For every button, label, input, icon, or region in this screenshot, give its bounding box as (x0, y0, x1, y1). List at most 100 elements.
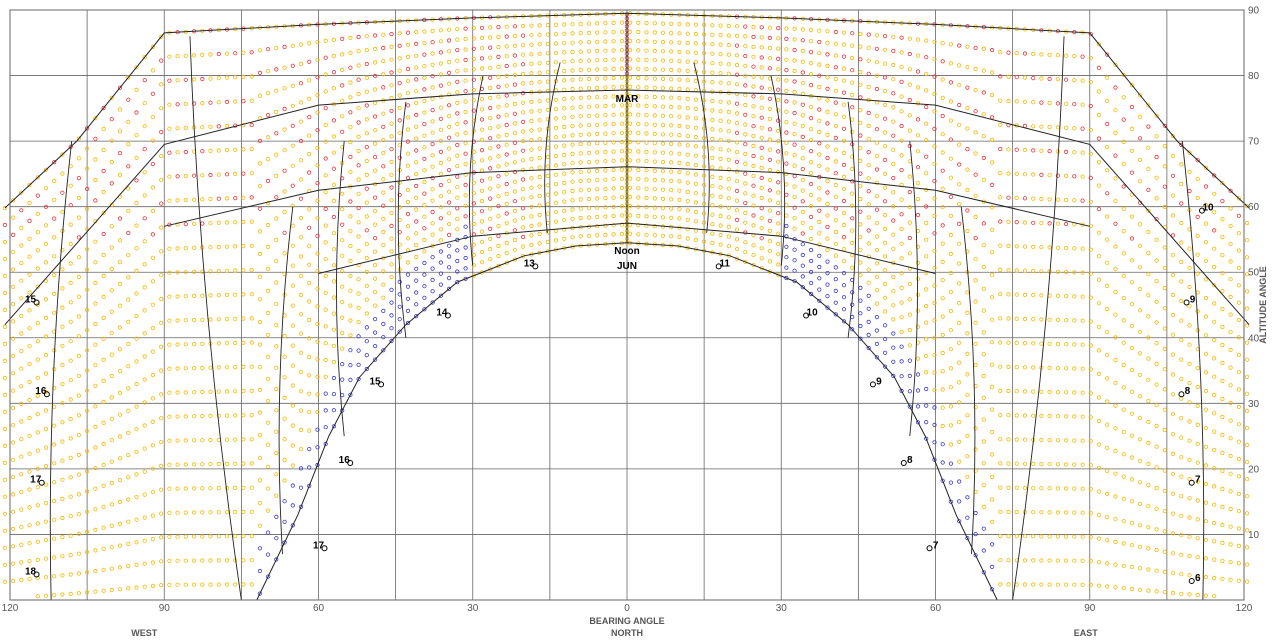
sun-dot (85, 247, 90, 252)
sun-dot (249, 388, 254, 393)
sun-dot (989, 295, 995, 300)
sun-dot (891, 359, 896, 364)
sun-dot (685, 96, 690, 102)
sun-dot (167, 294, 172, 299)
sun-dot (1179, 220, 1184, 226)
sun-dot (290, 103, 295, 108)
sun-dot (479, 46, 485, 51)
sun-dot (150, 490, 155, 495)
sun-dot (808, 214, 814, 220)
sun-dot (1055, 269, 1061, 274)
sun-dot (1113, 85, 1118, 90)
sun-dot (570, 59, 575, 64)
sun-dot (1047, 582, 1052, 587)
sun-dot (471, 67, 476, 72)
sun-dot (101, 441, 106, 446)
sun-dot (1220, 270, 1225, 276)
hour-curve (397, 101, 407, 338)
sun-dot (2, 375, 8, 380)
sun-dot (27, 451, 32, 456)
sun-dot (101, 357, 106, 362)
sun-dot (1138, 566, 1143, 571)
sun-dot (1006, 340, 1011, 345)
sun-dot (1014, 340, 1019, 345)
sun-dot (463, 193, 468, 198)
sun-dot (134, 427, 139, 432)
sun-dot (446, 124, 452, 130)
sun-dot (405, 260, 411, 265)
sun-dot (562, 162, 567, 167)
sun-dot (965, 392, 970, 397)
sun-dot (710, 61, 715, 66)
sun-dot (298, 235, 304, 240)
sun-dot (989, 70, 995, 75)
sun-dot (1039, 52, 1044, 57)
sun-dot (298, 138, 304, 144)
sun-dot (27, 469, 32, 474)
sun-dot (298, 254, 304, 259)
sun-dot (1039, 172, 1044, 177)
sun-dot (93, 445, 98, 450)
sun-dot (1121, 541, 1126, 546)
sun-dot (553, 219, 559, 224)
sun-dot (422, 307, 427, 312)
sun-dot (743, 181, 748, 186)
sun-dot (216, 365, 221, 370)
sun-dot (455, 279, 460, 285)
sun-dot (298, 196, 304, 201)
sun-dot (1154, 568, 1159, 573)
sun-dot (858, 209, 863, 214)
sun-dot (619, 121, 625, 126)
sun-dot (701, 60, 707, 65)
sun-dot (595, 122, 600, 127)
sun-dot (907, 343, 912, 348)
sun-dot (340, 284, 345, 289)
sun-dot (1138, 286, 1143, 291)
sun-dot (520, 139, 526, 144)
sun-dot (504, 73, 509, 79)
sun-dot (924, 419, 929, 425)
sun-dot (759, 115, 764, 120)
sun-dot (397, 68, 402, 73)
sun-dot (265, 464, 271, 469)
sun-dot (701, 145, 707, 150)
sun-dot (496, 44, 501, 50)
sun-dot (315, 110, 320, 115)
sun-dot (817, 276, 822, 281)
sun-dot (537, 184, 542, 189)
sun-dot (989, 519, 995, 525)
sun-dot (282, 478, 287, 483)
sun-dot (1113, 130, 1118, 135)
sun-dot (866, 123, 871, 129)
sun-dot (183, 534, 188, 539)
sun-dot (586, 86, 592, 91)
sun-dot (364, 34, 369, 39)
sun-dot (1154, 527, 1159, 532)
sun-dot (586, 113, 592, 119)
sun-dot (825, 190, 830, 195)
sun-dot (224, 292, 230, 297)
sun-dot (874, 86, 880, 92)
sun-dot (150, 443, 155, 448)
sun-dot (817, 163, 822, 168)
sun-dot (1014, 171, 1019, 176)
sun-dot (743, 24, 748, 29)
sun-dot (488, 75, 493, 80)
sun-dot (578, 132, 583, 137)
sun-dot (1096, 277, 1102, 282)
sun-dot (562, 96, 567, 102)
sun-dot (200, 365, 205, 370)
sun-dot (537, 146, 542, 151)
sun-dot (586, 58, 592, 63)
sun-dot (1006, 316, 1011, 321)
sun-dot (1080, 366, 1085, 371)
sun-dot (348, 362, 353, 368)
sun-dot (134, 359, 139, 364)
sun-dot (1047, 437, 1052, 443)
sun-dot (109, 352, 114, 357)
sun-dot (784, 140, 789, 145)
sun-dot (356, 362, 361, 367)
sun-dot (208, 413, 213, 418)
sun-dot (652, 58, 657, 63)
sun-dot (718, 80, 723, 85)
